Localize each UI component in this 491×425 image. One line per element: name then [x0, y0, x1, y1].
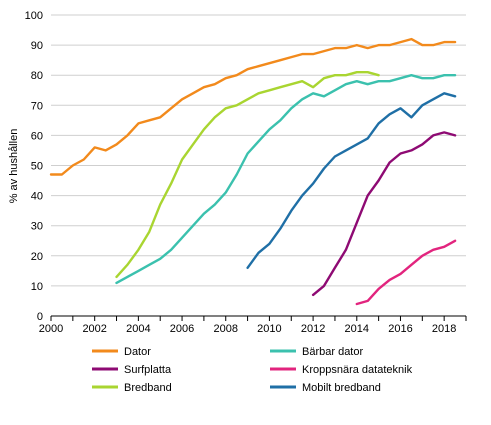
legend-label: Surfplatta — [124, 364, 172, 376]
y-tick-label: 10 — [31, 281, 43, 293]
y-tick-label: 50 — [31, 161, 43, 173]
legend-label: Mobilt bredband — [302, 382, 381, 394]
legend-label: Dator — [124, 346, 151, 358]
series-line-1 — [115, 74, 457, 285]
series-line-5 — [246, 92, 457, 269]
legend-label: Bärbar dator — [302, 346, 363, 358]
gridlines — [51, 14, 466, 287]
x-tick-label: 2012 — [301, 323, 325, 335]
y-tick-label: 60 — [31, 130, 43, 142]
legend-label: Bredband — [124, 382, 172, 394]
y-tick-label: 100 — [25, 10, 43, 22]
x-tick-label: 2006 — [170, 323, 194, 335]
y-tick-label: 40 — [31, 191, 43, 203]
y-tick-label: 70 — [31, 100, 43, 112]
series-line-4 — [115, 71, 380, 279]
x-tick-label: 2018 — [432, 323, 456, 335]
x-tick-label: 2014 — [345, 323, 369, 335]
y-tick-label: 80 — [31, 70, 43, 82]
axes: 0 10 20 30 40 50 60 70 80 90 100 2000 2002 2004 2006 20… — [25, 10, 467, 335]
x-tick-label: 2008 — [213, 323, 237, 335]
x-tick-label: 2010 — [257, 323, 281, 335]
x-tick-label: 2016 — [388, 323, 412, 335]
legend-label: Kroppsnära datateknik — [302, 364, 413, 376]
series-lines — [49, 37, 457, 306]
x-tick-label: 2004 — [126, 323, 150, 335]
x-tick-label: 2002 — [82, 323, 106, 335]
series-line-2 — [311, 131, 457, 297]
series-line-0 — [49, 37, 457, 176]
y-tick-label: 90 — [31, 40, 43, 52]
y-axis-label: % av hushållen — [8, 129, 20, 204]
y-tick-label: 0 — [37, 311, 43, 323]
x-tick-label: 2000 — [39, 323, 63, 335]
y-tick-label: 30 — [31, 221, 43, 233]
y-tick-label: 20 — [31, 251, 43, 263]
series-line-3 — [355, 239, 457, 306]
legend: Dator Bärbar dator Surfplatta Kroppsnära da… — [92, 346, 413, 394]
